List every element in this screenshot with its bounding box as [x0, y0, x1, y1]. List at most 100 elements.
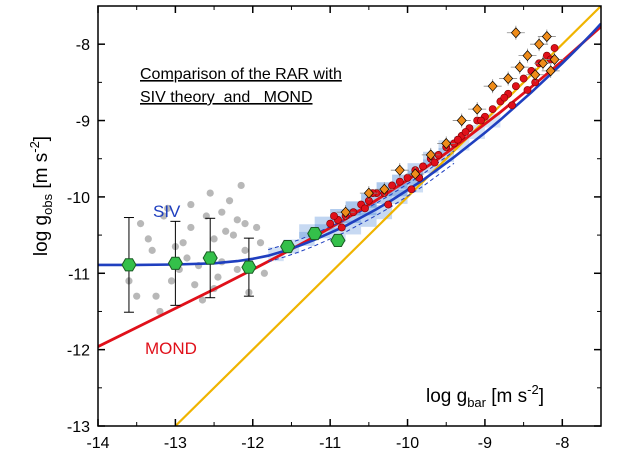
binned-point	[330, 233, 346, 247]
binned-point	[167, 256, 183, 270]
x-tick-label: -14	[86, 435, 109, 452]
grey-point	[191, 281, 199, 289]
orange-point	[487, 80, 498, 92]
binned-point	[280, 240, 296, 254]
y-axis-title-sub: obs	[40, 193, 55, 214]
series-line-siv	[98, 22, 601, 267]
y-axis-title: log gobs [m s-2]	[27, 136, 55, 256]
x-axis-title-unit: [m s	[486, 386, 527, 407]
binned-point	[307, 227, 323, 241]
orange-point	[537, 57, 548, 69]
red-point	[326, 219, 335, 228]
y-axis-title-unit: [m s	[31, 153, 52, 194]
mond-annotation: MOND	[145, 339, 197, 358]
grey-point	[148, 246, 156, 254]
siv-annotation: SIV	[153, 202, 181, 221]
orange-point	[441, 137, 452, 149]
y-tick-label: -8	[76, 37, 90, 54]
grey-point	[144, 235, 152, 243]
grey-point	[225, 197, 234, 205]
chart-title-line-2: SIV theory and MOND	[140, 89, 313, 106]
grey-point	[179, 239, 187, 247]
red-point	[500, 93, 509, 102]
grey-point	[241, 246, 249, 254]
red-point	[461, 128, 470, 136]
grey-point	[187, 200, 195, 209]
x-axis-title-base: log g	[426, 386, 467, 407]
y-tick-label: -12	[67, 343, 90, 360]
red-point	[477, 116, 485, 125]
orange-points-layer	[336, 25, 564, 220]
red-point	[361, 204, 369, 213]
red-point	[508, 101, 516, 110]
y-axis-title-sup: -2	[27, 141, 42, 153]
y-axis-title-close: ]	[31, 136, 52, 141]
x-axis-title-close: ]	[539, 386, 544, 407]
grey-point	[152, 292, 160, 300]
chart-title-line-1: Comparison of the RAR with	[140, 66, 342, 83]
grey-point	[136, 220, 145, 228]
grey-point	[183, 254, 191, 262]
grey-point	[260, 269, 268, 277]
x-tick-label: -11	[319, 435, 341, 452]
y-tick-label: -10	[67, 190, 90, 207]
grey-point	[156, 307, 164, 316]
red-point	[419, 162, 427, 171]
orange-point	[514, 61, 525, 73]
grey-point	[233, 216, 241, 224]
grey-point	[160, 212, 168, 220]
y-axis-title-base: log g	[31, 215, 52, 256]
grey-point	[253, 223, 261, 232]
orange-point	[425, 149, 436, 161]
red-point	[430, 158, 439, 167]
red-point	[511, 82, 520, 91]
orange-point	[534, 38, 545, 50]
axis-ticks: -14 -13 -12 -11 -10 -9 -8-13-12-11-10-9-8	[67, 6, 601, 452]
grey-point	[164, 204, 172, 212]
orange-point	[530, 69, 541, 81]
red-point	[395, 177, 404, 186]
x-tick-label: -12	[241, 435, 264, 452]
orange-point	[472, 103, 483, 115]
grey-point	[229, 231, 238, 239]
plot-frame	[97, 5, 602, 427]
binned-point	[241, 260, 257, 274]
x-axis-title: log gbar [m s-2]	[426, 382, 544, 410]
grey-point	[206, 189, 214, 197]
grey-point	[256, 239, 265, 247]
grey-point	[133, 292, 141, 300]
grey-point	[187, 223, 195, 232]
siv-envelope-line	[268, 162, 455, 263]
red-point	[337, 223, 346, 232]
grey-point	[237, 181, 245, 190]
orange-point	[410, 168, 421, 180]
series-line-mond	[98, 25, 601, 348]
binned-point	[202, 251, 218, 265]
red-point	[407, 185, 416, 194]
binned-point	[121, 258, 137, 272]
grey-point	[233, 265, 241, 274]
red-point	[388, 181, 396, 190]
red-point	[523, 86, 532, 94]
grey-point	[198, 296, 207, 304]
orange-point	[503, 73, 514, 85]
x-tick-label: -10	[396, 435, 419, 452]
grey-point	[167, 277, 176, 285]
grey-point	[214, 273, 222, 281]
orange-point	[549, 53, 560, 65]
orange-point	[545, 65, 556, 77]
red-point	[519, 74, 528, 83]
red-point	[403, 173, 412, 182]
curves-layer	[98, 6, 601, 426]
x-tick-label: -8	[555, 435, 569, 452]
grey-point	[210, 235, 218, 243]
orange-point	[394, 164, 405, 176]
x-tick-label: -13	[164, 435, 187, 452]
y-tick-label: -9	[76, 114, 90, 131]
red-point	[384, 200, 393, 209]
orange-point	[510, 27, 521, 39]
grey-points-layer	[125, 181, 268, 316]
orange-point	[522, 50, 533, 62]
x-axis-title-sub: bar	[467, 395, 486, 410]
